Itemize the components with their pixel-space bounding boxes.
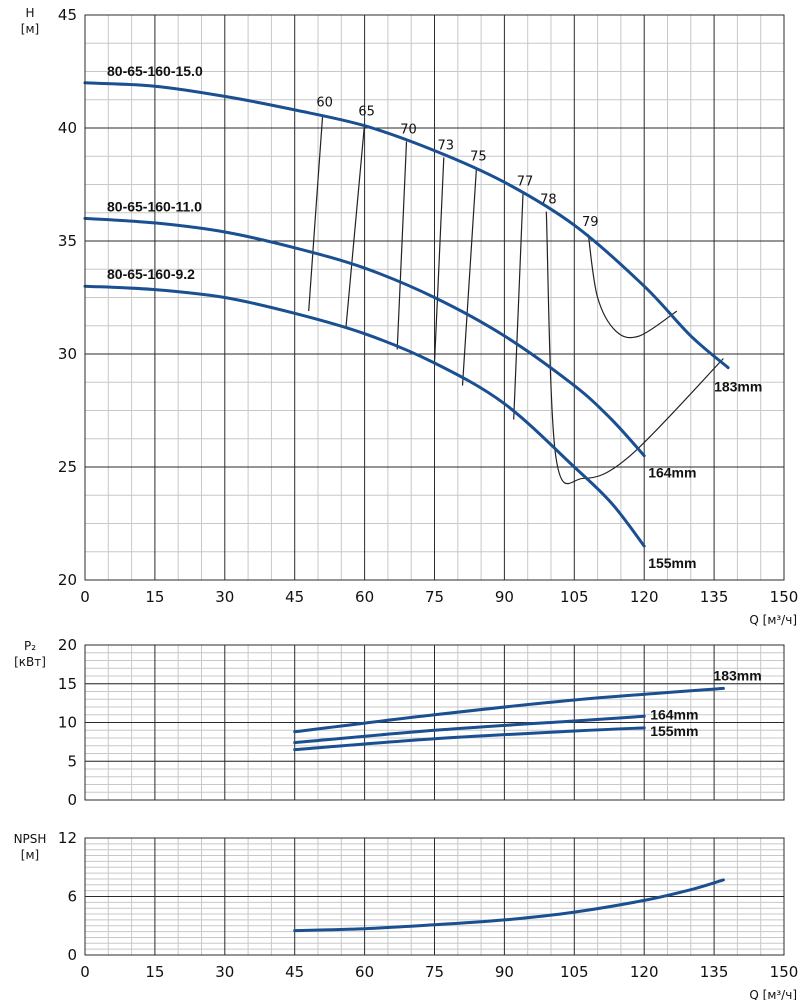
head-xtick-label: 105 xyxy=(560,588,589,606)
head-ytick-label: 40 xyxy=(58,119,77,137)
power-curve-label: 164mm xyxy=(650,706,698,722)
npsh-xtick-label: 60 xyxy=(355,963,374,981)
power-ytick-label: 10 xyxy=(58,714,77,732)
impeller-diameter-label: 155mm xyxy=(648,555,696,571)
power-ytick-label: 0 xyxy=(67,791,77,809)
efficiency-line-60 xyxy=(308,114,324,312)
head-xtick-label: 150 xyxy=(770,588,799,606)
efficiency-label-75: 75 xyxy=(470,150,487,165)
efficiency-line-70 xyxy=(396,141,408,350)
head-ytick-label: 45 xyxy=(58,6,77,24)
npsh-ytick-label: 0 xyxy=(67,946,77,964)
efficiency-label-79: 79 xyxy=(582,215,599,230)
power-ytick-label: 15 xyxy=(58,675,77,693)
power-curve-183mm xyxy=(293,686,725,734)
npsh-xtick-label: 45 xyxy=(285,963,304,981)
power-frame xyxy=(84,644,785,801)
npsh-y-label: NPSH xyxy=(14,832,47,846)
head-frame xyxy=(84,14,785,581)
npsh-frame xyxy=(84,837,785,956)
power-y-label: P₂ xyxy=(24,639,36,653)
head-ytick-label: 25 xyxy=(58,458,77,476)
power-curve-164mm xyxy=(293,714,646,745)
head-ytick-label: 30 xyxy=(58,345,77,363)
npsh-xtick-label: 135 xyxy=(700,963,729,981)
efficiency-label-65: 65 xyxy=(358,104,375,119)
efficiency-line-79 xyxy=(587,234,678,339)
efficiency-label-77: 77 xyxy=(517,175,534,190)
npsh-y-unit: [м] xyxy=(21,848,39,862)
efficiency-line-65 xyxy=(345,123,366,327)
pump-model-label: 80-65-160-15.0 xyxy=(107,63,203,79)
power-y-unit: [кВт] xyxy=(14,655,46,669)
npsh-xtick-label: 105 xyxy=(560,963,589,981)
power-ytick-label: 5 xyxy=(67,752,77,770)
efficiency-line-78 xyxy=(545,211,724,485)
npsh-xtick-label: 0 xyxy=(80,963,90,981)
head-curve-80-65-160-9-2 xyxy=(83,284,646,548)
efficiency-line-75 xyxy=(461,168,477,386)
npsh-ytick-label: 12 xyxy=(58,829,77,847)
npsh-xtick-label: 150 xyxy=(770,963,799,981)
head-xtick-label: 135 xyxy=(700,588,729,606)
power-curve-155mm xyxy=(293,726,646,752)
efficiency-line-77 xyxy=(513,193,524,420)
head-xtick-label: 60 xyxy=(355,588,374,606)
npsh-xtick-label: 120 xyxy=(630,963,659,981)
power-ytick-label: 20 xyxy=(58,636,77,654)
head-xtick-label: 0 xyxy=(80,588,90,606)
npsh-xtick-label: 90 xyxy=(495,963,514,981)
power-curve-label: 183mm xyxy=(713,667,761,683)
head-xtick-label: 75 xyxy=(425,588,444,606)
npsh-ytick-label: 6 xyxy=(67,888,77,906)
head-xtick-label: 90 xyxy=(495,588,514,606)
npsh-xtick-label: 75 xyxy=(425,963,444,981)
impeller-diameter-label: 183mm xyxy=(714,379,762,395)
efficiency-label-73: 73 xyxy=(438,138,455,153)
npsh-xtick-label: 15 xyxy=(145,963,164,981)
head-curve-80-65-160-15-0 xyxy=(83,81,730,370)
efficiency-label-70: 70 xyxy=(400,123,417,138)
impeller-diameter-label: 164mm xyxy=(648,465,696,481)
head-xtick-label: 45 xyxy=(285,588,304,606)
npsh-x-unit: Q [м³/ч] xyxy=(749,988,797,1000)
head-ytick-label: 20 xyxy=(58,571,77,589)
npsh-grid xyxy=(84,837,785,956)
efficiency-line-73 xyxy=(433,157,445,364)
head-xtick-label: 15 xyxy=(145,588,164,606)
head-y-label: H xyxy=(25,6,34,20)
head-x-unit: Q [м³/ч] xyxy=(749,613,797,627)
npsh-xtick-label: 30 xyxy=(215,963,234,981)
head-curve-80-65-160-11-0 xyxy=(83,216,646,458)
head-xtick-label: 120 xyxy=(630,588,659,606)
power-curve-label: 155mm xyxy=(650,723,698,739)
head-y-unit: [м] xyxy=(21,22,39,36)
head-ytick-label: 35 xyxy=(58,232,77,250)
head-xtick-label: 30 xyxy=(215,588,234,606)
pump-model-label: 80-65-160-11.0 xyxy=(107,198,202,214)
pump-model-label: 80-65-160-9.2 xyxy=(107,266,195,282)
npsh-curve-npsh xyxy=(293,878,725,933)
efficiency-label-60: 60 xyxy=(316,95,333,110)
head-panel: 20 25 30 35 40 45 0 15 30 45 60 75 90 105 120 135 150 Q [… xyxy=(21,6,799,627)
